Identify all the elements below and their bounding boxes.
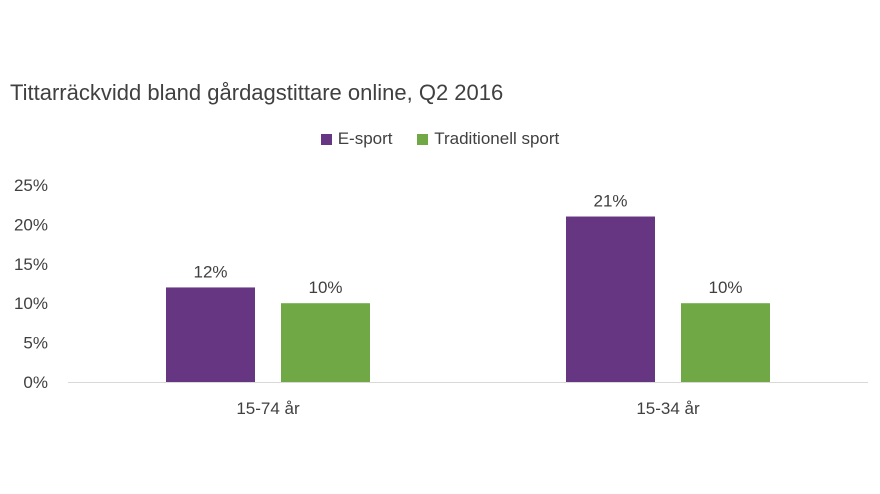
- data-label-e-sport: 12%: [193, 262, 227, 281]
- data-label-e-sport: 21%: [593, 192, 627, 211]
- data-label-traditionell-sport: 10%: [308, 278, 342, 297]
- y-tick-label: 0%: [23, 373, 48, 392]
- x-tick-label: 15-34 år: [636, 399, 700, 418]
- bar-e-sport: [566, 216, 655, 382]
- legend-item-traditionell-sport: Traditionell sport: [417, 129, 559, 149]
- legend-swatch-traditionell-sport: [417, 133, 429, 145]
- legend-swatch-esport: [320, 133, 332, 145]
- y-tick-label: 5%: [23, 334, 48, 353]
- y-tick-label: 10%: [14, 294, 48, 313]
- legend-item-esport: E-sport: [320, 129, 393, 149]
- legend: E-sport Traditionell sport: [0, 129, 880, 150]
- bar-traditionell-sport: [681, 303, 770, 382]
- bar-e-sport: [166, 287, 255, 382]
- y-tick-label: 20%: [14, 215, 48, 234]
- legend-label-traditionell-sport: Traditionell sport: [434, 129, 560, 148]
- bar-traditionell-sport: [281, 303, 370, 382]
- y-tick-label: 25%: [14, 176, 48, 195]
- chart-title: Tittarräckvidd bland gårdagstittare onli…: [10, 80, 504, 105]
- y-tick-label: 15%: [14, 255, 48, 274]
- data-label-traditionell-sport: 10%: [708, 278, 742, 297]
- legend-label-esport: E-sport: [337, 129, 393, 148]
- x-tick-label: 15-74 år: [236, 399, 300, 418]
